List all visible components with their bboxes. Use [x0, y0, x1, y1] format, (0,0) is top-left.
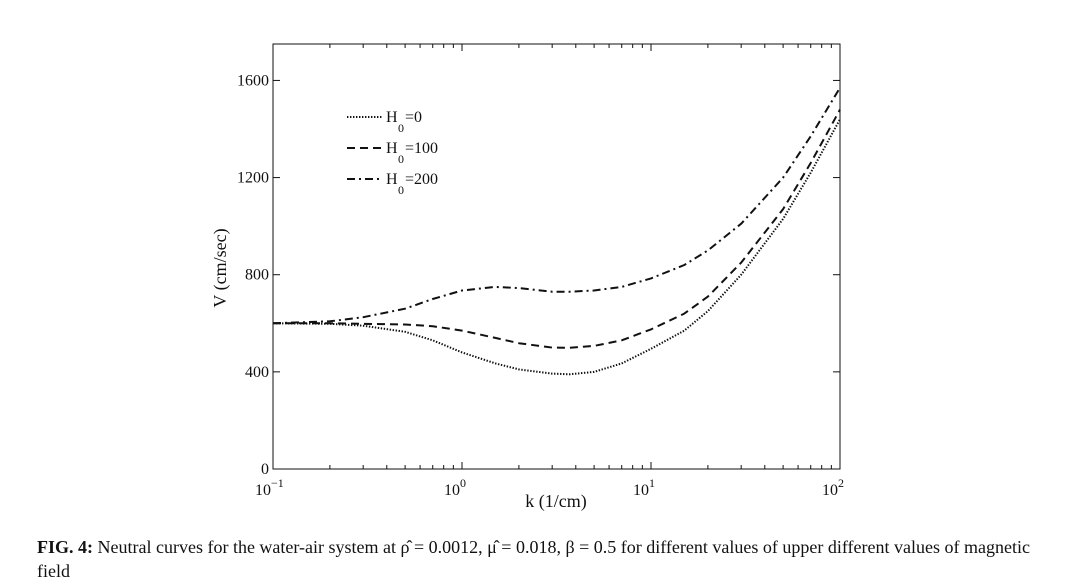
caption-label: FIG. 4: — [37, 537, 93, 557]
legend-subscript-1: 0 — [398, 152, 404, 166]
legend-value-2: =200 — [405, 171, 438, 188]
series-lines — [272, 87, 841, 376]
x-tick-exponent: −1 — [271, 476, 284, 490]
y-axis: 0 400 800 1200 1600 — [237, 72, 840, 478]
legend-label-2: H — [386, 171, 398, 188]
legend-subscript-0: 0 — [398, 121, 404, 135]
x-tick-exponent: 1 — [649, 476, 655, 490]
legend-value-0: =0 — [405, 109, 422, 126]
plot-border — [272, 43, 841, 470]
legend-value-1: =100 — [405, 140, 438, 157]
x-tick-label: 10 — [822, 482, 838, 499]
figure-caption: FIG. 4: Neutral curves for the water-air… — [37, 535, 1067, 583]
series-line-1 — [273, 109, 841, 349]
x-tick-label: 10 — [444, 482, 460, 499]
y-tick-label: 400 — [245, 364, 269, 381]
x-tick-exponent: 2 — [838, 476, 844, 490]
legend-label-0: H — [386, 109, 398, 126]
y-tick-label: 1200 — [237, 170, 269, 187]
y-tick-label: 0 — [261, 461, 269, 478]
x-axis-label: k (1/cm) — [525, 491, 586, 512]
y-tick-label: 1600 — [237, 72, 269, 89]
x-tick-label: 10 — [255, 482, 271, 499]
x-tick-exponent: 0 — [460, 476, 466, 490]
caption-text: Neutral curves for the water-air system … — [37, 537, 1030, 581]
y-axis-label: V (cm/sec) — [210, 228, 231, 307]
x-axis: 10 −1 10 0 10 1 10 2 — [255, 44, 844, 499]
legend-label-1: H — [386, 140, 398, 157]
x-tick-label: 10 — [633, 482, 649, 499]
legend-subscript-2: 0 — [398, 183, 404, 197]
y-tick-label: 800 — [245, 267, 269, 284]
plot-frame — [272, 43, 841, 470]
series-line-2 — [272, 87, 841, 325]
series-line-0 — [272, 118, 841, 376]
